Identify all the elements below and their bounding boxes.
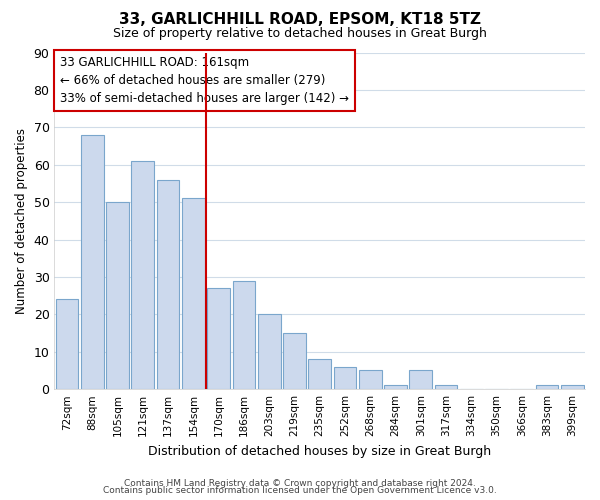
Text: Size of property relative to detached houses in Great Burgh: Size of property relative to detached ho… — [113, 28, 487, 40]
X-axis label: Distribution of detached houses by size in Great Burgh: Distribution of detached houses by size … — [148, 444, 491, 458]
Bar — [434, 386, 457, 389]
Y-axis label: Number of detached properties: Number of detached properties — [15, 128, 28, 314]
Bar — [334, 366, 356, 389]
Bar — [283, 333, 306, 389]
Bar — [258, 314, 281, 389]
Bar — [409, 370, 432, 389]
Bar — [81, 135, 104, 389]
Bar — [359, 370, 382, 389]
Bar — [233, 280, 255, 389]
Bar — [561, 386, 584, 389]
Bar — [182, 198, 205, 389]
Text: Contains HM Land Registry data © Crown copyright and database right 2024.: Contains HM Land Registry data © Crown c… — [124, 478, 476, 488]
Text: 33 GARLICHHILL ROAD: 161sqm
← 66% of detached houses are smaller (279)
33% of se: 33 GARLICHHILL ROAD: 161sqm ← 66% of det… — [60, 56, 349, 105]
Text: Contains public sector information licensed under the Open Government Licence v3: Contains public sector information licen… — [103, 486, 497, 495]
Bar — [131, 161, 154, 389]
Text: 33, GARLICHHILL ROAD, EPSOM, KT18 5TZ: 33, GARLICHHILL ROAD, EPSOM, KT18 5TZ — [119, 12, 481, 28]
Bar — [536, 386, 559, 389]
Bar — [56, 300, 79, 389]
Bar — [157, 180, 179, 389]
Bar — [106, 202, 129, 389]
Bar — [207, 288, 230, 389]
Bar — [384, 386, 407, 389]
Bar — [308, 360, 331, 389]
